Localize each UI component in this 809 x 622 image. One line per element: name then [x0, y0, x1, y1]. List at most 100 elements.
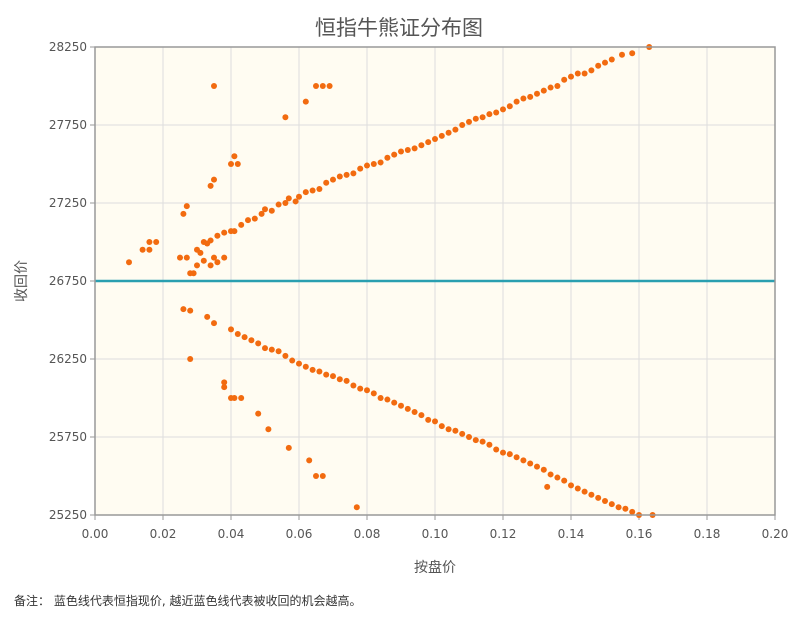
data-point — [404, 146, 411, 153]
data-point — [370, 161, 377, 167]
data-point — [561, 477, 568, 484]
data-point — [574, 485, 581, 492]
data-point — [479, 438, 486, 445]
data-point — [493, 109, 500, 116]
data-point — [282, 352, 289, 359]
data-point — [544, 483, 551, 490]
data-point — [180, 306, 187, 313]
data-point — [316, 368, 323, 375]
data-point — [146, 239, 153, 245]
data-point — [139, 246, 146, 253]
data-point — [183, 203, 190, 210]
data-point — [608, 501, 615, 508]
data-point — [282, 200, 289, 206]
data-point — [547, 471, 554, 478]
x-tick-label: 0.18 — [694, 527, 721, 541]
data-point — [207, 262, 214, 269]
data-point — [398, 148, 404, 155]
x-tick-label: 0.02 — [150, 527, 177, 541]
data-point — [234, 161, 241, 167]
data-point — [500, 449, 506, 456]
data-point — [296, 360, 302, 367]
data-point — [309, 366, 316, 373]
data-point — [153, 239, 160, 245]
data-point — [248, 337, 255, 344]
data-point — [411, 409, 418, 416]
data-point — [459, 122, 466, 128]
data-point — [241, 334, 248, 341]
data-point — [319, 83, 326, 89]
data-point — [520, 95, 527, 102]
data-point — [588, 491, 595, 498]
data-point — [211, 320, 217, 327]
data-point — [513, 454, 520, 461]
data-point — [302, 363, 309, 370]
data-point — [292, 198, 299, 205]
data-point — [540, 87, 547, 94]
data-point — [353, 504, 360, 511]
data-point — [228, 161, 234, 167]
x-axis-ticks: 0.00 0.02 0.04 0.06 0.08 0.10 0.12 0.14 0.16 0.18… — [82, 515, 789, 541]
y-tick-label: 26750 — [49, 274, 87, 288]
data-point — [221, 379, 228, 386]
x-tick-label: 0.20 — [762, 527, 789, 541]
x-tick-label: 0.08 — [354, 527, 381, 541]
data-point — [255, 410, 262, 417]
data-point — [554, 83, 561, 89]
data-point — [377, 395, 384, 401]
plot-border — [94, 46, 776, 516]
data-point — [615, 504, 622, 511]
data-point — [200, 257, 207, 264]
data-point — [425, 416, 432, 423]
y-tick-label: 27750 — [49, 118, 87, 132]
data-point — [459, 430, 466, 437]
data-point — [506, 451, 513, 458]
data-point — [595, 494, 602, 501]
data-point — [302, 98, 309, 105]
data-point — [238, 221, 245, 228]
data-point — [384, 154, 391, 161]
data-point — [336, 173, 343, 180]
data-point — [432, 418, 438, 425]
data-point — [262, 345, 268, 352]
data-point — [438, 132, 445, 139]
data-point — [330, 373, 336, 380]
data-point — [547, 84, 554, 91]
y-tick-label: 27250 — [49, 196, 87, 210]
y-tick-label: 26250 — [49, 352, 87, 366]
data-point — [231, 153, 238, 160]
y-axis-label: 收回价 — [14, 260, 30, 302]
data-point — [527, 93, 534, 100]
data-point — [452, 427, 459, 434]
data-point — [323, 179, 330, 186]
data-point — [268, 207, 275, 214]
data-point — [207, 237, 214, 244]
data-point — [581, 70, 588, 77]
data-point — [204, 313, 211, 320]
data-point — [336, 376, 343, 383]
data-point — [262, 206, 268, 213]
data-point — [350, 170, 357, 177]
data-point — [432, 136, 438, 143]
data-point — [326, 83, 333, 89]
chart-title: 恒指牛熊证分布图 — [315, 16, 483, 40]
data-point — [608, 56, 615, 63]
data-point — [581, 488, 588, 495]
data-point — [231, 395, 238, 401]
data-point — [602, 497, 608, 504]
x-tick-label: 0.06 — [286, 527, 313, 541]
data-point — [302, 189, 309, 196]
data-point — [194, 262, 200, 269]
data-point — [255, 340, 262, 347]
data-point — [398, 402, 404, 409]
x-tick-label: 0.04 — [218, 527, 245, 541]
data-point — [619, 51, 625, 58]
data-point — [343, 377, 350, 384]
data-point — [466, 434, 472, 440]
data-point — [330, 176, 336, 183]
data-point — [211, 254, 217, 261]
data-point — [183, 254, 190, 261]
data-point — [251, 215, 258, 222]
x-axis-label: 按盘价 — [414, 559, 456, 576]
data-point — [214, 232, 221, 239]
